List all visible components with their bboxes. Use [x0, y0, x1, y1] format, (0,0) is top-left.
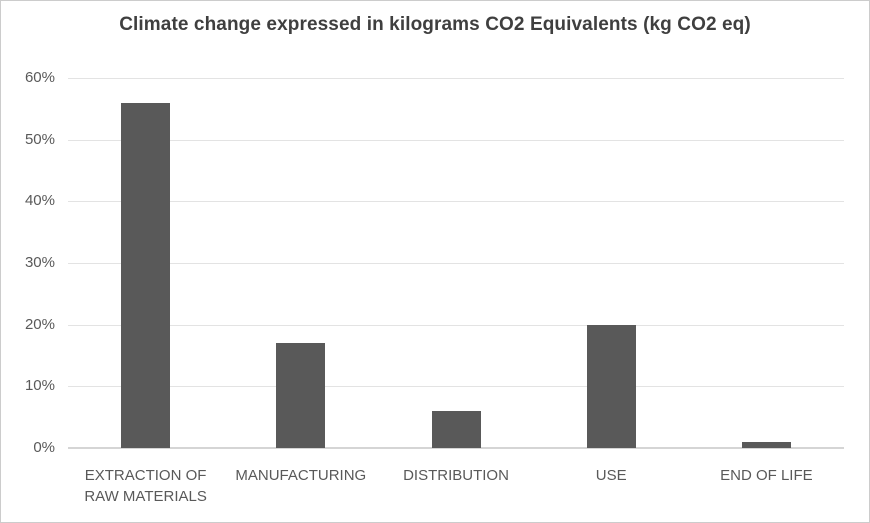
x-axis-label: USE: [595, 467, 627, 484]
x-axis-label: MANUFACTURING: [235, 467, 367, 484]
x-axis-label: DISTRIBUTION: [403, 467, 509, 484]
gridline: [68, 386, 844, 388]
y-axis-tick-label: 0%: [33, 439, 55, 456]
bar-distribution: [431, 411, 481, 448]
gridline: [68, 324, 844, 326]
x-axis-line: [68, 447, 844, 449]
x-axis-label: EXTRACTION OF RAW MATERIALS: [84, 467, 207, 505]
bar-extraction-of-raw-materials: [121, 102, 171, 448]
y-axis-tick-label: 50%: [24, 130, 55, 148]
y-axis-tick-label: 60%: [24, 69, 55, 86]
y-axis-tick-label: 20%: [24, 315, 55, 333]
gridline: [68, 263, 844, 264]
gridline: [68, 201, 844, 203]
bar-use: [586, 324, 636, 448]
plot-area: [68, 78, 844, 449]
bar-end-of-life: [741, 441, 791, 448]
y-axis-tick-label: 10%: [24, 377, 55, 395]
y-axis-tick-label: 40%: [24, 192, 55, 210]
bar-manufacturing: [276, 343, 326, 448]
x-axis-label: END OF LIFE: [720, 467, 813, 484]
chart-title: Climate change expressed in kilograms CO…: [119, 14, 751, 35]
gridline: [68, 139, 844, 141]
gridline: [68, 78, 844, 79]
y-axis-tick-label: 30%: [24, 254, 55, 271]
